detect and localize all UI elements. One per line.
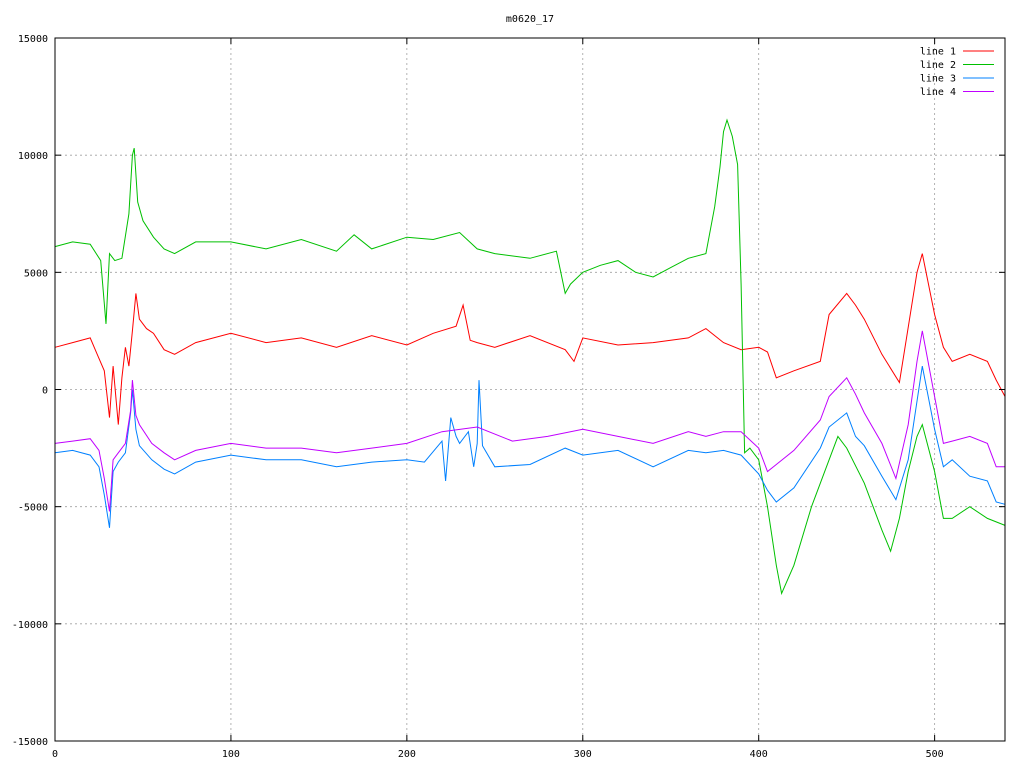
y-tick-label: 15000 <box>18 34 48 45</box>
series-line-2 <box>54 118 1006 596</box>
y-tick-label: 5000 <box>24 268 48 279</box>
series-line-1 <box>54 253 1006 425</box>
x-tick-label: 500 <box>926 749 944 760</box>
legend-label-1: line 1 <box>920 47 956 58</box>
legend-label-4: line 4 <box>920 87 956 98</box>
y-tick-label: 10000 <box>18 151 48 162</box>
y-tick-label: -10000 <box>12 620 48 631</box>
series-layer <box>54 118 1006 596</box>
x-tick-label: 300 <box>574 749 592 760</box>
legend-label-3: line 3 <box>920 74 956 85</box>
chart-title: m0620_17 <box>506 14 554 25</box>
x-tick-label: 400 <box>750 749 768 760</box>
legend-label-2: line 2 <box>920 60 956 71</box>
legend: line 1 line 2 line 3 line 4 <box>920 47 994 98</box>
y-tick-label: -15000 <box>12 737 48 748</box>
y-tick-label: 0 <box>42 386 48 397</box>
series-line-4 <box>54 330 1005 512</box>
x-tick-label: 100 <box>222 749 240 760</box>
axis-ticks: 0 100 200 300 400 500 -15000 -10000 -5000 0 5000 10… <box>12 34 1005 760</box>
y-tick-label: -5000 <box>18 503 48 514</box>
series-line-3 <box>54 366 1006 528</box>
x-tick-label: 0 <box>52 749 58 760</box>
grid <box>55 38 1005 741</box>
x-tick-label: 200 <box>398 749 416 760</box>
